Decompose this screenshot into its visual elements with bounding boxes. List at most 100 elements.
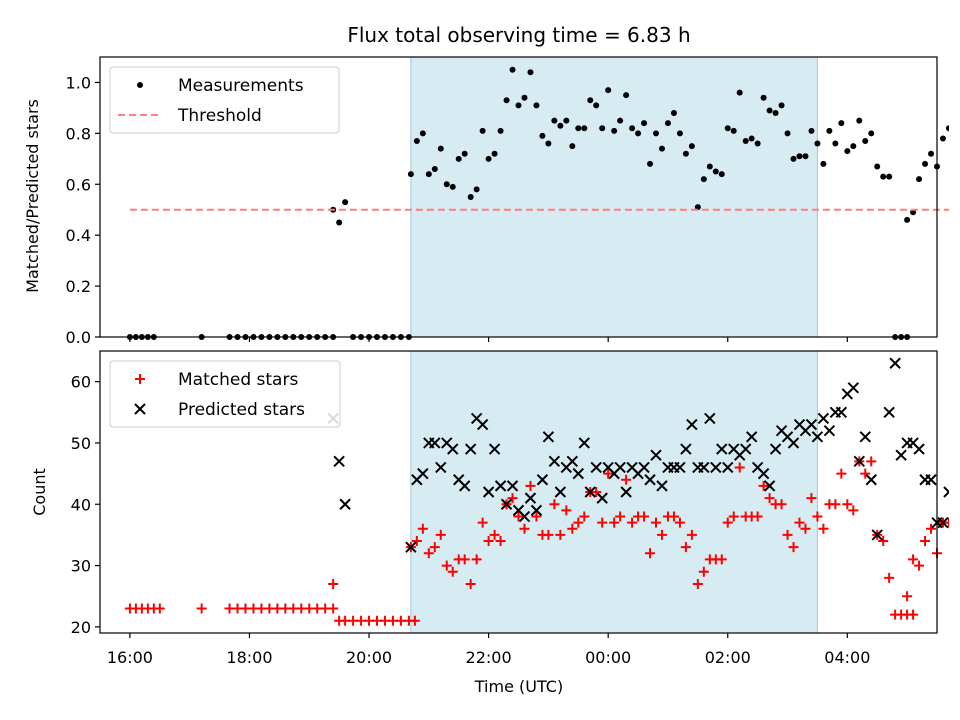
measurements-point — [790, 155, 797, 162]
predicted-stars-point — [835, 406, 848, 419]
predicted-stars-point — [739, 443, 752, 455]
matched-stars-point — [483, 536, 494, 547]
matched-stars-point — [836, 468, 847, 479]
matched-stars-point — [423, 548, 434, 559]
measurements-point — [802, 153, 809, 160]
matched-stars-point — [752, 511, 763, 522]
measurements-point — [886, 173, 893, 180]
matched-stars-point — [645, 548, 656, 559]
measurements-point — [742, 138, 749, 144]
predicted-stars-point — [464, 443, 477, 455]
measurements-point — [664, 120, 671, 127]
predicted-stars-point — [686, 418, 698, 431]
legend-label: Measurements — [178, 76, 304, 96]
measurements-point — [413, 138, 420, 144]
measurements-point — [784, 130, 791, 137]
measurements-point — [658, 145, 665, 152]
predicted-stars-point — [542, 431, 555, 443]
matched-stars-point — [908, 554, 919, 565]
predicted-stars-point — [883, 406, 895, 419]
measurements-point — [766, 107, 773, 114]
predicted-stars-point — [811, 431, 824, 443]
matched-stars-point — [435, 529, 446, 540]
measurements-point — [688, 143, 695, 150]
measurements-point — [611, 127, 618, 134]
matched-stars-point — [878, 536, 889, 547]
y-tick-label: 40 — [71, 495, 91, 514]
predicted-stars-point — [805, 418, 818, 431]
y-tick-label: 20 — [71, 618, 91, 637]
measurements-point — [617, 117, 624, 124]
measurements-point — [431, 166, 438, 172]
predicted-stars-point — [429, 437, 441, 449]
measurements-point — [551, 117, 558, 124]
matched-stars-point — [525, 480, 536, 491]
matched-stars-point — [507, 493, 518, 504]
predicted-stars-point — [482, 486, 495, 498]
predicted-stars-point — [584, 486, 596, 498]
measurements-point — [449, 183, 456, 190]
predicted-stars-point — [620, 486, 632, 498]
x-axis-label: Time (UTC) — [474, 677, 563, 696]
x-tick-label: 16:00 — [107, 648, 153, 667]
measurements-point — [832, 140, 839, 147]
measurements-point — [473, 186, 480, 193]
predicted-stars-point — [913, 443, 925, 455]
matched-stars-point — [794, 517, 805, 528]
predicted-stars-point — [518, 510, 531, 523]
matched-stars-point — [956, 610, 960, 620]
matched-stars-point — [495, 536, 506, 547]
x-tick-label: 20:00 — [346, 648, 392, 667]
measurements-point — [820, 160, 827, 167]
matched-stars-point — [734, 462, 745, 473]
bottom-y-axis-label: Count — [30, 468, 49, 516]
legend-marker — [137, 82, 143, 88]
matched-stars-point — [549, 499, 560, 510]
measurements-point — [670, 110, 677, 116]
observing-window-span — [410, 56, 818, 338]
measurements-point — [838, 120, 845, 127]
matched-stars-point — [555, 529, 566, 540]
y-tick-label: 30 — [71, 557, 91, 576]
x-tick-label: 18:00 — [226, 648, 272, 667]
measurements-point — [712, 168, 719, 175]
measurements-point — [856, 117, 863, 124]
axes-frame — [99, 56, 938, 338]
measurements-point — [503, 97, 510, 104]
legend: Matched stars Predicted stars — [109, 360, 341, 428]
predicted-stars-point — [823, 424, 836, 437]
matched-stars-point — [639, 511, 650, 522]
matched-stars-point — [728, 511, 739, 522]
predicted-stars-point — [674, 461, 686, 474]
legend: Measurements Threshold — [109, 66, 340, 134]
matched-stars-point — [477, 517, 488, 528]
matched-stars-point — [621, 474, 632, 485]
predicted-stars-point — [859, 431, 871, 443]
y-tick-label: 0.2 — [66, 277, 91, 296]
measurements-point — [437, 145, 444, 152]
measurements-point — [772, 110, 779, 116]
measurements-point — [844, 148, 851, 155]
predicted-stars-point — [590, 461, 602, 474]
matched-stars-point — [561, 505, 572, 516]
matched-stars-point — [806, 493, 817, 504]
predicted-stars-point — [943, 486, 949, 498]
measurements-point — [515, 102, 522, 109]
measurements-point — [868, 130, 875, 137]
measurements-point — [533, 102, 540, 109]
matched-stars-point — [698, 566, 709, 577]
predicted-stars-point — [698, 461, 710, 474]
matched-stars-point — [902, 591, 913, 602]
matched-stars-point — [459, 554, 470, 565]
measurements-point — [808, 127, 815, 134]
measurements-point — [760, 94, 767, 101]
matched-stars-point — [716, 554, 727, 565]
predicted-stars-point — [763, 480, 776, 492]
matched-stars-point — [758, 480, 769, 491]
top-panel: 0.0 0.2 0.4 0.6 0.8 1.0 Measurements Threshold — [66, 56, 949, 347]
matched-stars-point — [943, 517, 949, 528]
matched-stars-point — [920, 536, 931, 547]
measurements-point — [706, 163, 713, 170]
matched-stars-point — [800, 523, 811, 534]
predicted-stars-point — [817, 412, 830, 425]
